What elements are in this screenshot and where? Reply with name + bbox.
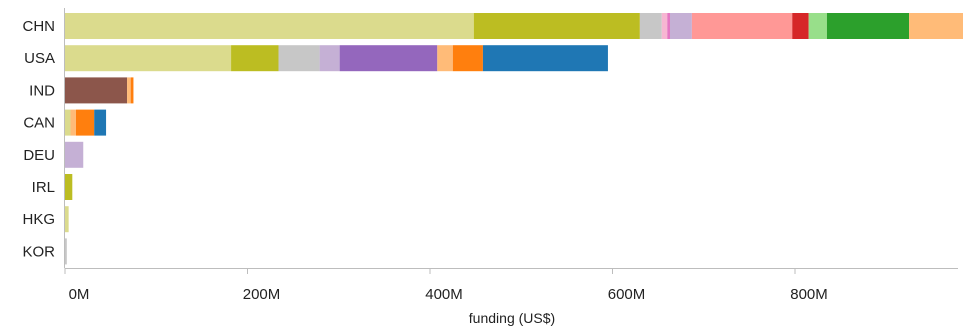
bar-segment-usa-2 — [278, 45, 320, 72]
category-label-ind: IND — [29, 82, 55, 99]
bar-segment-ind-12 — [127, 77, 131, 104]
bar-segment-usa-1 — [231, 45, 279, 72]
bar-segment-hkg-0 — [65, 206, 69, 233]
bar-segment-deu-5 — [65, 141, 84, 168]
category-label-chn: CHN — [23, 18, 56, 35]
bar-segment-usa-5 — [319, 45, 340, 72]
bar-segment-ind-7 — [65, 77, 128, 104]
bar-segment-chn-11 — [826, 13, 910, 39]
category-label-can: CAN — [23, 115, 55, 132]
bar-segment-chn-4 — [667, 13, 670, 39]
bar-segment-usa-13 — [452, 45, 483, 72]
category-label-usa: USA — [24, 50, 55, 67]
x-tick-label-3: 600M — [608, 286, 646, 303]
bar-segment-usa-15 — [482, 45, 608, 72]
bar-segment-usa-6 — [339, 45, 438, 72]
labels-layer: CHN USA IND CAN DEU IRL HKG KOR 0M 200M 400M 600M 80… — [22, 18, 828, 326]
axes-layer — [64, 8, 958, 274]
x-tick-label-2: 400M — [425, 286, 463, 303]
bar-segment-chn-0 — [65, 13, 474, 39]
bar-segment-irl-1 — [65, 174, 73, 200]
bar-segment-chn-5 — [669, 13, 692, 39]
bar-segment-can-13 — [75, 109, 95, 136]
bar-segment-chn-1 — [473, 13, 640, 39]
category-label-irl: IRL — [32, 179, 55, 196]
bar-segment-chn-8 — [691, 13, 793, 39]
x-axis-title: funding (US$) — [469, 310, 555, 326]
category-label-hkg: HKG — [22, 211, 55, 228]
bar-segment-chn-3 — [661, 13, 668, 39]
bars-layer — [65, 13, 963, 265]
bar-segment-can-12 — [70, 109, 76, 136]
bar-segment-usa-0 — [65, 45, 232, 72]
bar-segment-can-0 — [65, 109, 71, 136]
x-tick-label-4: 800M — [790, 286, 828, 303]
category-label-deu: DEU — [23, 147, 55, 164]
bar-segment-ind-13 — [130, 77, 134, 104]
bar-segment-chn-12 — [909, 13, 963, 39]
bar-segment-usa-12 — [437, 45, 453, 72]
x-tick-label-1: 200M — [243, 286, 281, 303]
bar-segment-chn-10 — [808, 13, 827, 39]
category-label-kor: KOR — [22, 243, 55, 260]
bar-segment-can-15 — [94, 109, 107, 136]
bar-segment-chn-2 — [639, 13, 662, 39]
bar-segment-kor-2 — [65, 238, 67, 265]
x-tick-label-0: 0M — [69, 286, 90, 303]
bar-segment-chn-9 — [792, 13, 809, 39]
